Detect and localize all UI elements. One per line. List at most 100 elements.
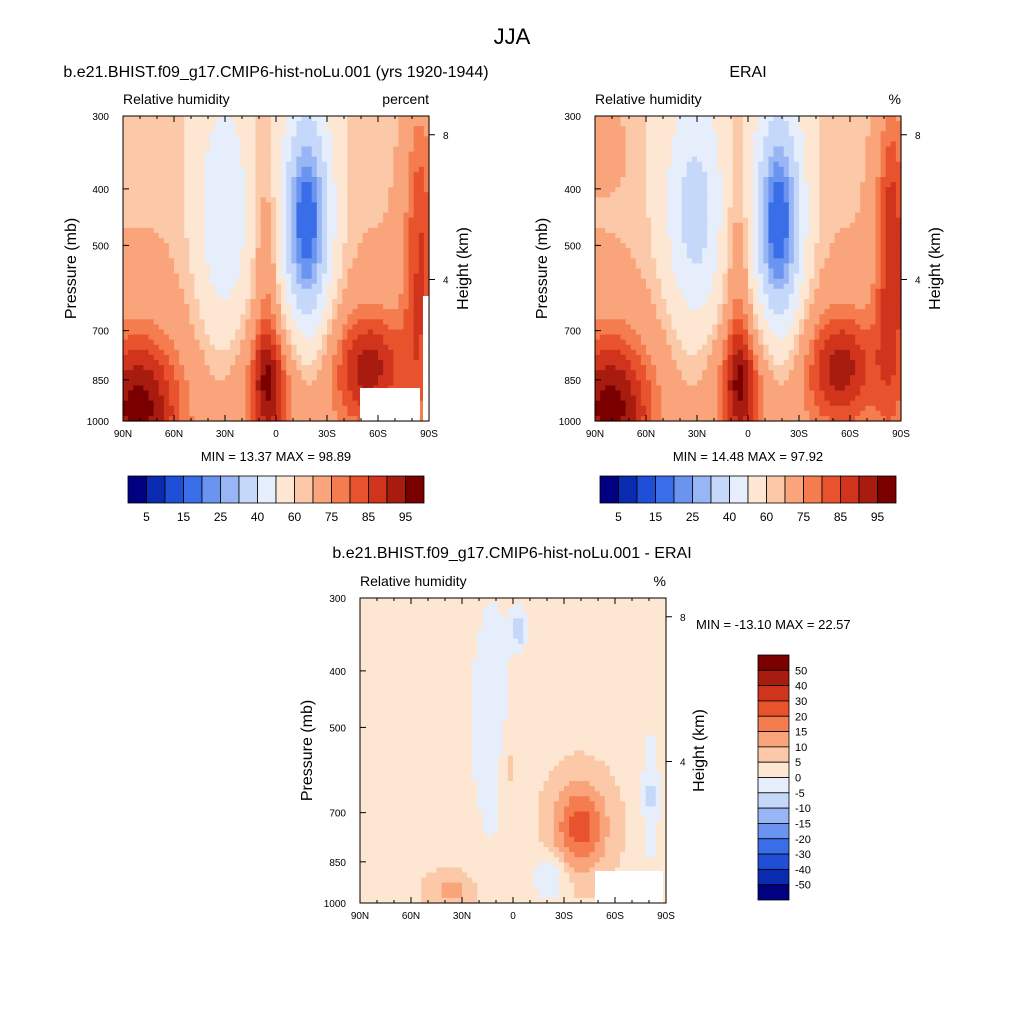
contour-cell <box>158 410 165 417</box>
contour-cell <box>276 116 282 122</box>
contour-cell <box>311 166 318 173</box>
contour-cell <box>214 177 221 183</box>
contour-cell <box>214 344 221 351</box>
contour-cell <box>418 360 425 366</box>
contour-cell <box>809 156 815 163</box>
contour-cell <box>332 182 338 188</box>
contour-cell <box>378 365 384 371</box>
y-tick-label: 700 <box>92 327 109 338</box>
contour-cell <box>367 268 374 275</box>
contour-cell <box>230 365 236 371</box>
contour-cell <box>286 212 292 219</box>
contour-cell <box>133 227 139 234</box>
contour-cell <box>758 166 764 173</box>
contour-cell <box>321 243 328 249</box>
contour-cell <box>265 166 272 173</box>
contour-cell <box>814 161 820 168</box>
contour-cell <box>153 365 160 371</box>
contour-cell <box>306 156 313 163</box>
contour-cell <box>291 202 297 209</box>
contour-cell <box>184 400 190 407</box>
contour-cell <box>418 166 425 173</box>
contour-cell <box>625 171 632 178</box>
contour-cell <box>702 182 708 188</box>
contour-cell <box>839 126 846 132</box>
contour-cell <box>839 161 846 168</box>
contour-cell <box>214 288 221 295</box>
contour-cell <box>860 197 866 204</box>
contour-cell <box>133 339 139 346</box>
contour-cell <box>276 324 282 331</box>
contour-cell <box>635 146 642 153</box>
contour-cell <box>138 126 144 132</box>
contour-cell <box>281 293 287 300</box>
contour-cell <box>148 385 155 392</box>
contour-cell <box>265 151 272 158</box>
contour-cell <box>174 314 180 320</box>
contour-cell <box>174 344 180 351</box>
contour-cell <box>332 385 338 392</box>
contour-cell <box>281 400 287 407</box>
contour-cell <box>890 146 897 153</box>
contour-cell <box>194 293 201 300</box>
contour-cell <box>281 319 287 326</box>
contour-cell <box>245 161 252 168</box>
contour-cell <box>148 192 155 198</box>
contour-cell <box>174 121 180 127</box>
contour-cell <box>804 217 810 224</box>
contour-cell <box>168 192 175 198</box>
contour-cell <box>209 207 216 214</box>
contour-cell <box>737 182 744 188</box>
contour-cell <box>834 141 841 148</box>
contour-cell <box>342 273 348 280</box>
contour-cell <box>194 385 201 392</box>
contour-cell <box>143 344 150 351</box>
contour-cell <box>143 385 150 392</box>
contour-cell <box>890 136 897 143</box>
contour-cell <box>875 126 882 132</box>
contour-cell <box>194 171 201 178</box>
contour-cell <box>748 131 754 137</box>
contour-cell <box>666 121 673 127</box>
contour-cell <box>620 171 627 178</box>
contour-cell <box>230 238 236 244</box>
contour-cell <box>697 182 703 188</box>
contour-cell <box>311 329 318 336</box>
contour-cell <box>378 309 384 315</box>
contour-cell <box>605 182 611 188</box>
contour-cell <box>332 405 338 412</box>
contour-cell <box>352 161 359 168</box>
contour-cell <box>829 146 836 153</box>
contour-cell <box>184 131 190 137</box>
contour-cell <box>408 222 415 229</box>
contour-cell <box>768 141 775 148</box>
contour-cell <box>788 177 795 183</box>
contour-cell <box>199 156 206 163</box>
contour-cell <box>286 192 292 198</box>
contour-cell <box>605 166 611 173</box>
contour-cell <box>286 354 292 361</box>
contour-cell <box>625 197 632 204</box>
contour-cell <box>727 156 734 163</box>
contour-cell <box>184 360 190 366</box>
contour-cell <box>347 253 354 259</box>
contour-cell <box>671 121 678 127</box>
contour-cell <box>209 121 216 127</box>
contour-cell <box>158 339 165 346</box>
contour-cell <box>316 232 323 239</box>
contour-cell <box>291 375 297 381</box>
contour-cell <box>245 263 252 270</box>
contour-cell <box>595 182 601 188</box>
contour-cell <box>742 166 749 173</box>
contour-cell <box>245 309 252 315</box>
contour-cell <box>291 354 297 361</box>
contour-cell <box>138 339 144 346</box>
contour-cell <box>378 324 384 331</box>
contour-cell <box>123 334 129 341</box>
contour-cell <box>615 177 622 183</box>
contour-cell <box>875 166 882 173</box>
contour-cell <box>337 268 343 275</box>
contour-cell <box>209 116 216 122</box>
contour-cell <box>276 365 282 371</box>
contour-cell <box>148 146 155 153</box>
